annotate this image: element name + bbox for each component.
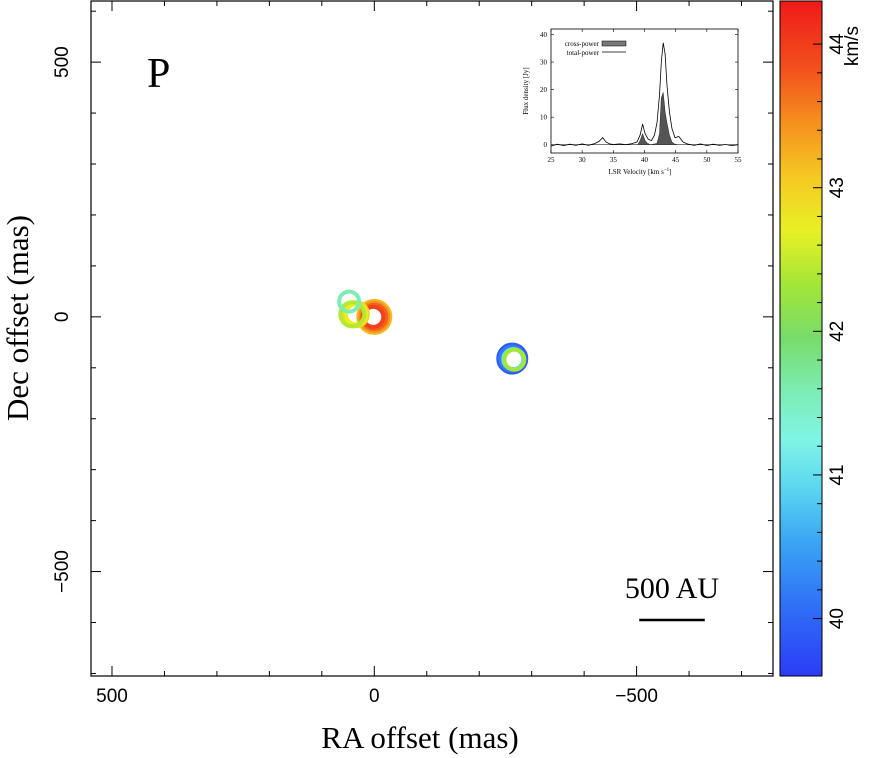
x-tick-label: 0 <box>369 686 380 707</box>
main-axis-ticks <box>91 1 773 676</box>
inset-x-axis-label-superscript: −1 <box>664 168 670 173</box>
panel-label: P <box>147 51 170 97</box>
inset-x-tick-label: 55 <box>735 156 743 164</box>
x-tick-label: −500 <box>615 686 658 707</box>
legend-total-power-label: total-power <box>567 49 600 57</box>
y-tick-labels: 500 0 −500 <box>52 46 73 593</box>
inset-x-tick-label: 50 <box>703 156 711 164</box>
inset-x-tick-labels: 25 30 35 40 45 50 55 <box>548 156 743 164</box>
x-tick-labels: 500 0 −500 <box>96 686 658 707</box>
maser-spot <box>338 300 367 329</box>
inset-x-tick-label: 45 <box>672 156 680 164</box>
legend-cross-power-label: cross-power <box>565 40 600 48</box>
inset-legend: cross-power total-power <box>565 40 627 57</box>
total-power-spectrum <box>550 42 739 147</box>
inset-y-tick-label: 20 <box>540 86 548 94</box>
inset-x-axis-label: LSR Velocity [km s−1] <box>609 168 672 176</box>
y-tick-label: 500 <box>52 46 73 78</box>
inset-y-tick-label: 0 <box>544 141 548 149</box>
colorbar-tick-label: 41 <box>827 464 848 485</box>
plot-frame <box>90 0 774 677</box>
y-axis-label: Dec offset (mas) <box>0 215 35 421</box>
inset-x-tick-label: 35 <box>610 156 618 164</box>
x-axis-label: RA offset (mas) <box>321 720 518 755</box>
inset-x-axis-label-tail: ] <box>669 168 671 176</box>
inset-y-tick-label: 10 <box>540 114 548 122</box>
colorbar-tick-label: 44 <box>827 33 848 55</box>
inset-x-axis-label-main: LSR Velocity [km s <box>609 168 665 176</box>
maser-spot <box>337 289 362 314</box>
inset-x-tick-label: 40 <box>641 156 649 164</box>
legend-cross-power-swatch <box>601 40 627 47</box>
colorbar-tick-label: 40 <box>827 608 848 629</box>
maser-spot <box>502 347 527 372</box>
x-tick-label: 500 <box>96 686 128 707</box>
inset-y-tick-label: 40 <box>540 31 548 39</box>
scale-bar-label: 500 AU <box>625 572 720 605</box>
colorbar-tick-label: 42 <box>827 321 848 342</box>
colorbar-ticks <box>813 43 822 620</box>
inset-y-tick-labels: 0 10 20 30 40 <box>540 31 548 149</box>
inset-y-tick-label: 30 <box>540 59 548 67</box>
maser-spots <box>337 289 529 375</box>
inset-x-tick-label: 30 <box>579 156 587 164</box>
colorbar-tick-label: 43 <box>827 177 848 198</box>
inset-x-tick-label: 25 <box>548 156 556 164</box>
cross-power-spectrum <box>551 92 738 145</box>
inset-y-axis-label: Flux density [Jy] <box>522 67 530 114</box>
colorbar <box>779 0 823 677</box>
y-tick-label: −500 <box>52 550 73 593</box>
y-tick-label: 0 <box>52 312 73 323</box>
inset-spectrum: cross-power total-power 25 30 35 40 45 50 55 0… <box>522 28 743 176</box>
colorbar-label: km/s <box>842 26 863 66</box>
colorbar-tick-labels: 40 41 42 43 44 <box>827 33 848 629</box>
